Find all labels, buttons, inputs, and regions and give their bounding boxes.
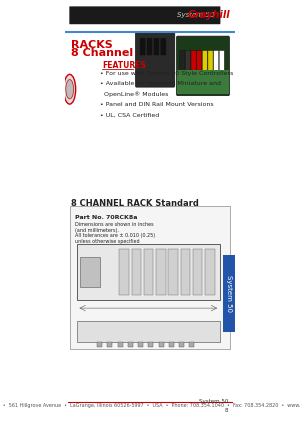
Bar (76, 321, 220, 342)
Bar (193, 249, 203, 295)
Text: • For use with System 50 Style Controllers: • For use with System 50 Style Controlle… (100, 71, 234, 76)
FancyBboxPatch shape (153, 38, 160, 56)
Bar (119, 249, 129, 295)
Text: • UL, CSA Certified: • UL, CSA Certified (100, 113, 160, 118)
FancyBboxPatch shape (185, 51, 190, 73)
FancyBboxPatch shape (70, 206, 230, 348)
Text: • Panel and DIN Rail Mount Versions: • Panel and DIN Rail Mount Versions (100, 102, 214, 108)
FancyBboxPatch shape (176, 36, 230, 96)
Bar (158, 342, 164, 347)
Bar (156, 249, 166, 295)
Bar (128, 342, 133, 347)
FancyBboxPatch shape (140, 38, 146, 56)
Bar (144, 249, 153, 295)
Bar (169, 249, 178, 295)
Text: Grayhill: Grayhill (188, 10, 230, 20)
FancyBboxPatch shape (191, 51, 196, 73)
Text: All tolerances are ± 0.010 (0.25): All tolerances are ± 0.010 (0.25) (75, 233, 155, 238)
Text: unless otherwise specified: unless otherwise specified (75, 239, 140, 244)
Bar (206, 249, 215, 295)
FancyBboxPatch shape (69, 6, 220, 24)
Bar (138, 342, 143, 347)
FancyBboxPatch shape (208, 51, 213, 73)
Text: • Available for Standard Miniature and: • Available for Standard Miniature and (100, 81, 221, 86)
Bar (181, 249, 190, 295)
Bar (148, 342, 153, 347)
FancyBboxPatch shape (214, 51, 219, 73)
FancyBboxPatch shape (160, 38, 167, 56)
Bar (107, 342, 112, 347)
Text: Part No. 70RCK8a: Part No. 70RCK8a (75, 215, 137, 220)
Text: 8: 8 (225, 408, 229, 413)
Text: OpenLine® Modules: OpenLine® Modules (100, 91, 169, 97)
Bar (118, 342, 123, 347)
Circle shape (64, 74, 76, 104)
FancyBboxPatch shape (180, 51, 185, 73)
Bar (169, 342, 174, 347)
FancyBboxPatch shape (224, 255, 236, 332)
Bar (189, 342, 194, 347)
FancyBboxPatch shape (219, 51, 224, 73)
Circle shape (66, 79, 74, 99)
Text: System 50: System 50 (226, 275, 232, 312)
Text: System 50: System 50 (199, 399, 229, 404)
Text: FEATURES: FEATURES (102, 61, 146, 71)
FancyBboxPatch shape (196, 51, 202, 73)
Text: System 50: System 50 (177, 12, 215, 18)
Bar (80, 257, 101, 287)
Text: Grayhill, Inc.  •  561 Hillgrove Avenue  •  LaGrange, Illinois 60526-5997  •  US: Grayhill, Inc. • 561 Hillgrove Avenue • … (0, 403, 300, 408)
Text: 8 CHANNEL RACK Standard: 8 CHANNEL RACK Standard (71, 199, 199, 209)
Bar (97, 342, 102, 347)
FancyBboxPatch shape (202, 51, 207, 73)
Bar (131, 249, 141, 295)
FancyBboxPatch shape (136, 32, 175, 87)
Bar (76, 244, 220, 300)
Text: 8 Channel: 8 Channel (71, 48, 134, 58)
FancyBboxPatch shape (177, 70, 229, 94)
Bar (179, 342, 184, 347)
Text: Dimensions are shown in inches: Dimensions are shown in inches (75, 222, 153, 227)
Text: (and millimeters).: (and millimeters). (75, 228, 119, 233)
Text: RACKS: RACKS (71, 40, 113, 50)
FancyBboxPatch shape (146, 38, 153, 56)
